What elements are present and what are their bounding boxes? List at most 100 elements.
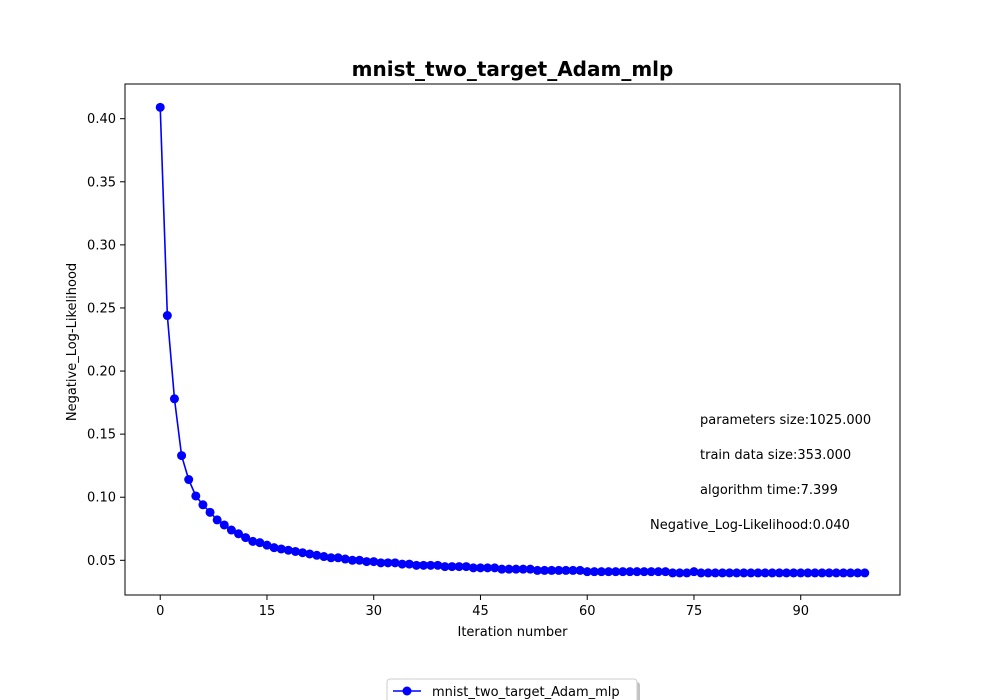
legend-box <box>386 678 638 700</box>
x-axis-label: Iteration number <box>457 625 568 640</box>
chart-title: mnist_two_target_Adam_mlp <box>352 57 674 81</box>
data-point <box>596 567 606 577</box>
y-tick-label: 0.35 <box>87 175 116 190</box>
data-point <box>475 563 485 573</box>
data-point <box>789 568 799 578</box>
x-tick-label: 30 <box>365 604 382 619</box>
data-point <box>276 544 286 554</box>
plot-frame <box>124 83 901 596</box>
y-tick-label: 0.10 <box>87 491 116 506</box>
data-point <box>853 568 863 578</box>
data-point <box>191 491 201 501</box>
data-point <box>568 565 578 575</box>
data-point <box>540 565 550 575</box>
data-point <box>376 558 386 568</box>
data-point <box>248 536 258 546</box>
data-point <box>696 568 706 578</box>
data-point <box>298 548 308 558</box>
data-point <box>340 554 350 564</box>
legend-entry-label: mnist_two_target_Adam_mlp <box>432 685 620 700</box>
data-point <box>504 564 514 574</box>
data-point <box>710 568 720 578</box>
data-point <box>290 546 300 556</box>
y-axis-ticks: 0.05 0.10 0.15 0.20 0.25 0.30 0.35 0.40 <box>87 112 125 569</box>
y-tick-label: 0.25 <box>87 301 116 316</box>
data-point <box>753 568 763 578</box>
data-point <box>703 568 713 578</box>
data-point <box>575 565 585 575</box>
x-tick-label: 45 <box>472 604 489 619</box>
data-point <box>746 568 756 578</box>
data-point <box>639 567 649 577</box>
data-point <box>625 567 635 577</box>
data-point <box>433 560 443 570</box>
y-tick-label: 0.15 <box>87 428 116 443</box>
data-point <box>397 559 407 569</box>
data-point <box>483 563 493 573</box>
data-point <box>781 568 791 578</box>
data-point <box>312 550 322 560</box>
data-point <box>831 568 841 578</box>
data-point <box>497 564 507 574</box>
data-point <box>739 568 749 578</box>
data-point <box>838 568 848 578</box>
data-point <box>846 568 856 578</box>
data-point <box>454 562 464 572</box>
data-point <box>241 533 251 543</box>
x-tick-label: 15 <box>259 604 276 619</box>
x-tick-label: 60 <box>579 604 596 619</box>
data-point <box>803 568 813 578</box>
y-tick-label: 0.20 <box>87 365 116 380</box>
data-point <box>333 553 343 563</box>
x-tick-label: 0 <box>156 604 164 619</box>
y-axis-label: Negative_Log-Likelihood <box>65 263 80 421</box>
data-point <box>632 567 642 577</box>
data-point <box>347 555 357 565</box>
data-point <box>561 565 571 575</box>
data-point <box>447 562 457 572</box>
annotation-final-nll: Negative_Log-Likelihood:0.040 <box>650 518 850 533</box>
data-point <box>319 552 329 562</box>
annotation-train-data-size: train data size:353.000 <box>700 448 851 463</box>
data-point <box>725 568 735 578</box>
y-tick-label: 0.40 <box>87 112 116 127</box>
data-point <box>426 560 436 570</box>
annotation-algorithm-time: algorithm time:7.399 <box>700 483 838 498</box>
data-point <box>362 557 372 567</box>
data-point <box>169 394 179 404</box>
data-point <box>817 568 827 578</box>
data-point <box>305 549 315 559</box>
data-point <box>732 568 742 578</box>
data-point <box>490 563 500 573</box>
data-point <box>796 568 806 578</box>
data-point <box>511 564 521 574</box>
data-point <box>162 311 172 321</box>
x-tick-label: 75 <box>686 604 703 619</box>
data-point <box>212 515 222 525</box>
data-point <box>177 451 187 461</box>
data-point <box>404 559 414 569</box>
data-point <box>767 568 777 578</box>
data-point <box>611 567 621 577</box>
y-tick-label: 0.30 <box>87 238 116 253</box>
data-point <box>354 555 364 565</box>
data-point <box>646 567 656 577</box>
data-point <box>255 538 265 548</box>
data-point <box>461 562 471 572</box>
data-point <box>283 545 293 555</box>
data-point <box>184 475 194 485</box>
data-point <box>618 567 628 577</box>
data-point <box>547 565 557 575</box>
data-point <box>589 567 599 577</box>
data-point <box>155 102 165 112</box>
data-point <box>219 520 229 530</box>
legend-marker-swatch <box>402 686 412 696</box>
data-point <box>760 568 770 578</box>
data-point <box>262 540 272 550</box>
data-point <box>554 565 564 575</box>
data-point <box>824 568 834 578</box>
data-point <box>582 567 592 577</box>
data-point <box>675 568 685 578</box>
legend: mnist_two_target_Adam_mlp <box>386 678 640 700</box>
